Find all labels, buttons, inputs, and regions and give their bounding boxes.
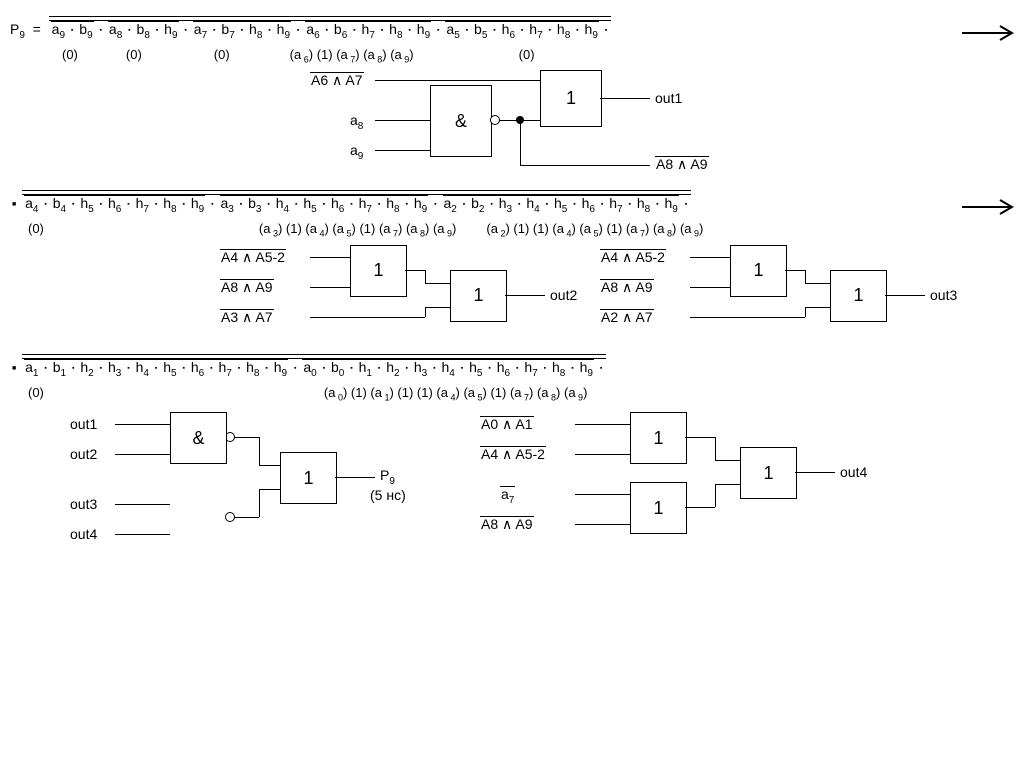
p9-timing: (5 нс)	[370, 487, 406, 503]
full-overline-3: a1 ▪ b1 ▪ h2 ▪ h3 ▪ h4 ▪ h5 ▪ h6 ▪ h7 ▪ …	[22, 354, 606, 379]
sig-a4a52-4: A4 ∧ A5-2	[480, 446, 546, 461]
sig-a4a52-2: A4 ∧ A5-2	[220, 249, 286, 264]
p9-output-label: P9	[380, 467, 395, 487]
full-overline-1: a9 ▪ b9 ▪ a8 ▪ b8 ▪ h9 ▪ a7 ▪ b7 ▪ h8 ▪ …	[49, 16, 612, 41]
full-overline-2: a4 ▪ b4 ▪ h5 ▪ h6 ▪ h7 ▪ h8 ▪ h9 ▪ a3 ▪ …	[22, 190, 691, 215]
sig-a6a7: A6 ∧ A7	[310, 72, 364, 87]
annotations-row-1: (0)(0)(0)(a 6) (1) (a 7) (a 8) (a 9)(0)	[10, 47, 1014, 65]
equation-row-3: ■ a1 ▪ b1 ▪ h2 ▪ h3 ▪ h4 ▪ h5 ▪ h6 ▪ h7 …	[10, 354, 1014, 379]
out3-label: out3	[930, 287, 957, 303]
sig-a8: a8	[350, 112, 363, 132]
sig-a8a9-2: A8 ∧ A9	[220, 279, 274, 294]
gate-or-3b: 1	[830, 270, 887, 322]
gate-or-p9: 1	[280, 452, 337, 504]
sig-a2a7: A2 ∧ A7	[600, 309, 654, 324]
circuit-p9: out1 out2 out3 out4 & & 1 P9 (5 нс)	[70, 412, 410, 562]
in-out3: out3	[70, 496, 97, 512]
sig-a9: a9	[350, 142, 363, 162]
circuit-out1: A6 ∧ A7 a8 a9 & 1 out1 A8 ∧ A9	[310, 70, 1014, 180]
annotations-row-2: (0)(a 3) (1) (a 4) (a 5) (1) (a 7) (a 8)…	[10, 221, 1014, 239]
lhs-p9: P9 =	[10, 21, 49, 37]
equation-row-1: P9 = a9 ▪ b9 ▪ a8 ▪ b8 ▪ h9 ▪ a7 ▪ b7 ▪ …	[10, 16, 1014, 41]
sig-a7bar: a7	[500, 486, 515, 506]
out2-label: out2	[550, 287, 577, 303]
out4-label: out4	[840, 464, 867, 480]
circuit-out3: A4 ∧ A5-2 A8 ∧ A9 A2 ∧ A7 1 1 out3	[600, 245, 940, 335]
sig-a8a9-1: A8 ∧ A9	[655, 156, 709, 171]
gate-or-4c: 1	[740, 447, 797, 499]
in-out2: out2	[70, 446, 97, 462]
gate-or-3a: 1	[730, 245, 787, 297]
in-out4: out4	[70, 526, 97, 542]
gate-or-1: 1	[540, 70, 602, 127]
out1-label: out1	[655, 90, 682, 106]
gate-or-2b: 1	[450, 270, 507, 322]
sig-a0a1: A0 ∧ A1	[480, 416, 534, 431]
sig-a4a52-3: A4 ∧ A5-2	[600, 249, 666, 264]
sig-a8a9-3: A8 ∧ A9	[600, 279, 654, 294]
gate-or-4a: 1	[630, 412, 687, 464]
gate-and-1: &	[430, 85, 492, 157]
annotations-row-3: (0)(a 0) (1) (a 1) (1) (1) (a 4) (a 5) (…	[10, 385, 1014, 403]
circuit-out2: A4 ∧ A5-2 A8 ∧ A9 A3 ∧ A7 1 1 out2	[220, 245, 560, 335]
sig-a3a7: A3 ∧ A7	[220, 309, 274, 324]
sig-a8a9-4: A8 ∧ A9	[480, 516, 534, 531]
gate-or-4b: 1	[630, 482, 687, 534]
gate-and-bot: &	[170, 412, 227, 464]
equation-row-2: ■ a4 ▪ b4 ▪ h5 ▪ h6 ▪ h7 ▪ h8 ▪ h9 ▪ a3 …	[10, 190, 1014, 215]
gate-or-2a: 1	[350, 245, 407, 297]
arrow-right-1	[962, 24, 1018, 42]
in-out1: out1	[70, 416, 97, 432]
circuit-out4: A0 ∧ A1 A4 ∧ A5-2 a7 A8 ∧ A9 1 1 1 out4	[480, 412, 880, 562]
